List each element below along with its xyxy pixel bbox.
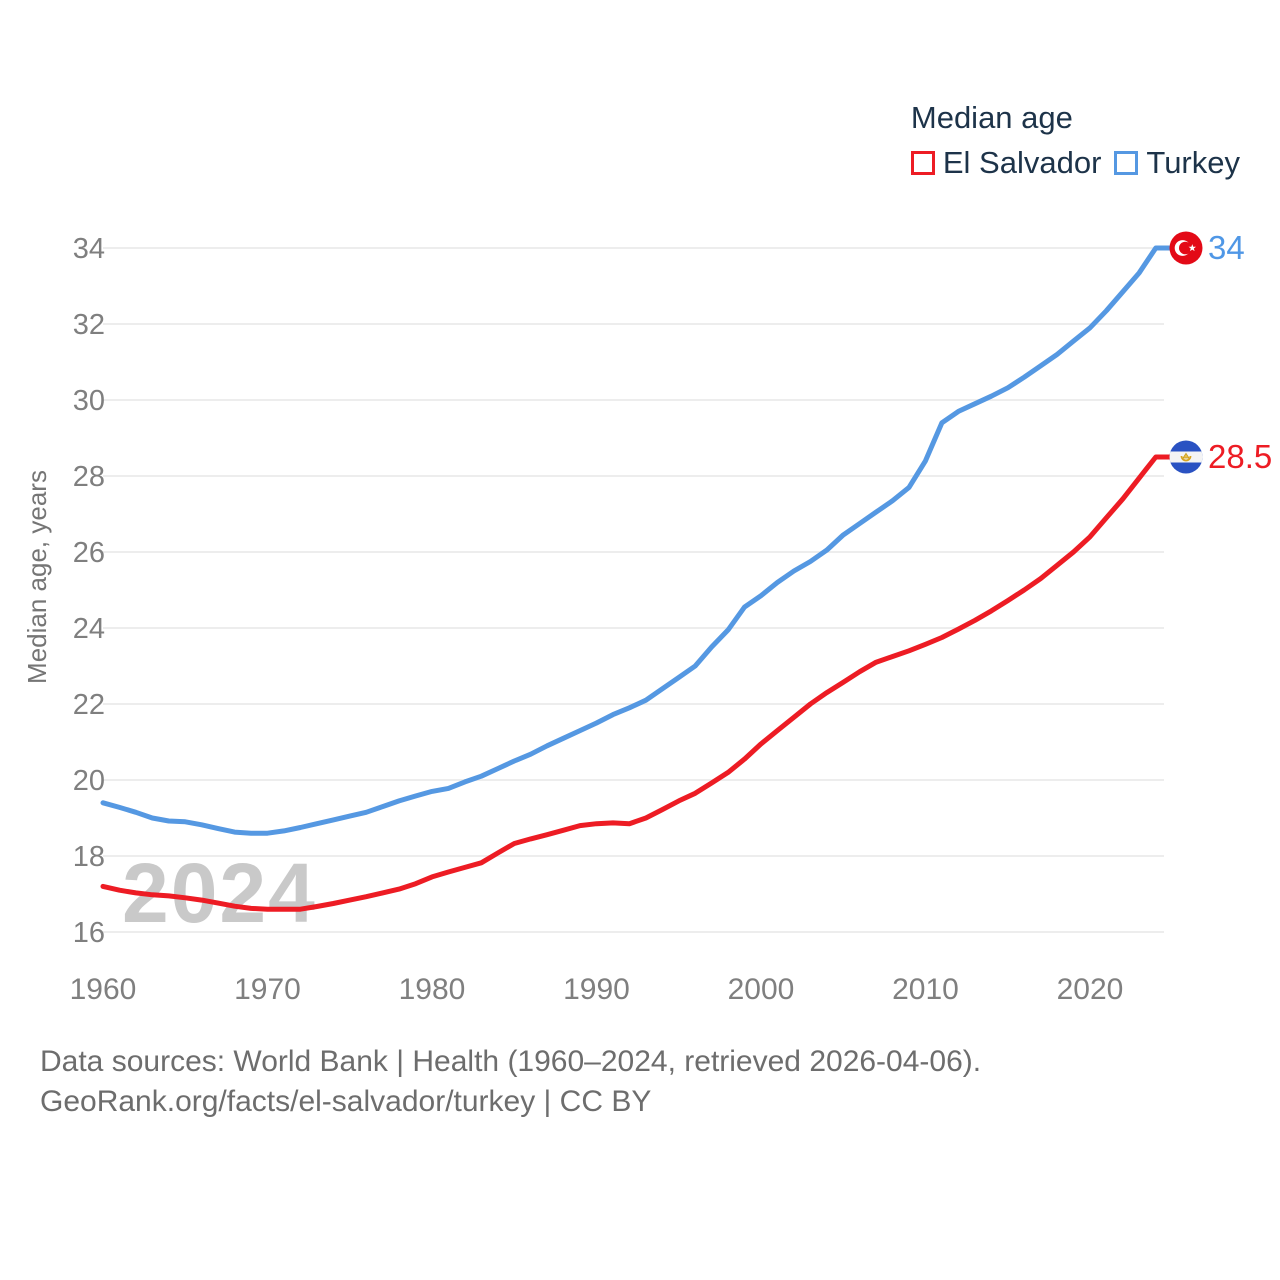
el-salvador-flag-icon <box>1169 440 1203 474</box>
legend-title: Median age <box>910 100 1073 135</box>
end-label-turkey: 34 <box>1208 229 1245 266</box>
footer-attribution: GeoRank.org/facts/el-salvador/turkey | C… <box>40 1085 652 1118</box>
x-tick-label: 1970 <box>234 973 301 1006</box>
y-tick-label: 20 <box>73 765 105 797</box>
y-tick-label: 34 <box>73 233 105 265</box>
y-tick-label: 18 <box>73 841 105 873</box>
x-tick-label: 1980 <box>399 973 466 1006</box>
x-tick-label: 1960 <box>70 973 137 1006</box>
x-tick-label: 2020 <box>1057 973 1124 1006</box>
legend-swatch-el-salvador <box>910 150 935 175</box>
y-tick-label: 26 <box>73 537 105 569</box>
series-line-el-salvador <box>100 454 1173 912</box>
y-tick-label: 32 <box>73 309 105 341</box>
legend-label-turkey: Turkey <box>1146 145 1240 180</box>
legend-label-el-salvador: El Salvador <box>942 145 1102 180</box>
y-tick-label: 22 <box>73 689 105 721</box>
x-tick-label: 2010 <box>892 973 959 1006</box>
legend-items: El Salvador Turkey <box>910 144 1240 181</box>
y-tick-label: 16 <box>73 917 105 949</box>
series-line-turkey <box>100 245 1173 836</box>
legend-item-turkey: Turkey <box>1114 144 1240 181</box>
y-tick-label: 24 <box>73 613 105 645</box>
legend-item-el-salvador: El Salvador <box>910 144 1102 181</box>
end-label-el-salvador: 28.5 <box>1208 438 1272 475</box>
y-axis-title: Median age, years <box>22 470 52 684</box>
footer-sources: Data sources: World Bank | Health (1960–… <box>40 1045 982 1078</box>
footer: Data sources: World Bank | Health (1960–… <box>40 1042 981 1122</box>
turkey-flag-icon <box>1169 231 1203 265</box>
y-tick-label: 28 <box>73 461 105 493</box>
legend: Median age El Salvador Turkey <box>910 99 1240 181</box>
x-tick-label: 2000 <box>728 973 795 1006</box>
x-tick-label: 1990 <box>563 973 630 1006</box>
legend-swatch-turkey <box>1114 150 1139 175</box>
chart-plot: 16 18 20 22 24 26 28 30 32 34 1960 1970 1980 1990 2000… <box>22 229 1272 1006</box>
y-tick-label: 30 <box>73 385 105 417</box>
